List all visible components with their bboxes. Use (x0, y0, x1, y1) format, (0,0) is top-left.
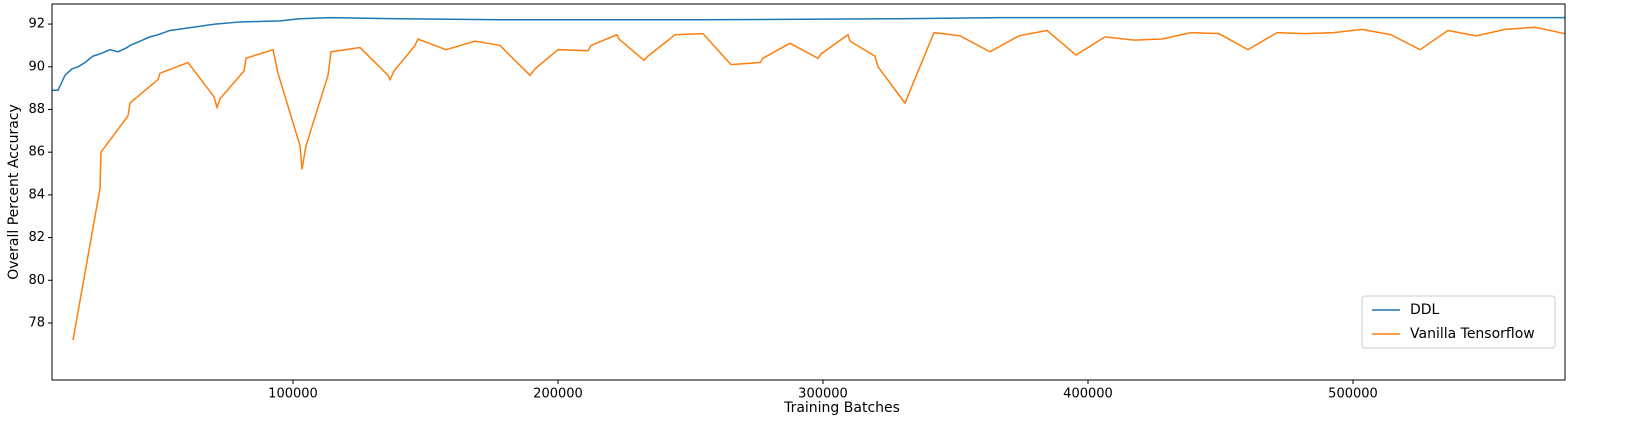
legend-box (1361, 295, 1556, 349)
y-tick-label: 82 (28, 230, 45, 245)
y-tick-label: 88 (28, 102, 45, 117)
y-tick-label: 80 (28, 273, 45, 288)
legend-label: DDL (1410, 302, 1440, 318)
line-series (52, 16, 1565, 92)
y-tick-label: 86 (28, 145, 45, 160)
x-tick-label: 100000 (268, 387, 318, 402)
x-tick-label: 500000 (1328, 387, 1378, 402)
y-tick-label: 84 (28, 187, 45, 202)
plot-frame (51, 3, 1566, 381)
x-tick-label: 300000 (798, 387, 848, 402)
x-axis-label: Training Batches (783, 400, 900, 416)
y-tick-label: 78 (28, 315, 45, 330)
y-tick-label: 92 (28, 17, 45, 32)
legend-label: Vanilla Tensorflow (1410, 326, 1535, 342)
y-tick-label: 90 (28, 59, 45, 74)
x-tick-label: 400000 (1063, 387, 1113, 402)
x-tick-label: 200000 (533, 387, 583, 402)
y-axis-label: Overall Percent Accuracy (6, 104, 22, 280)
line-series (72, 26, 1566, 341)
